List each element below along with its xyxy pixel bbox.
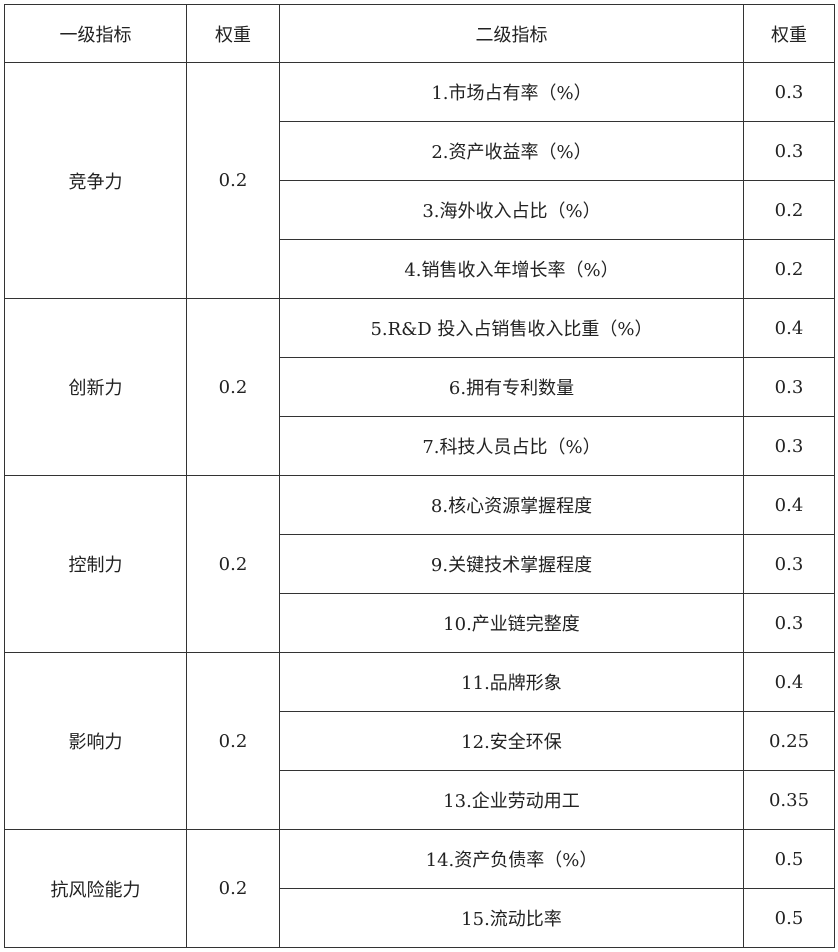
level2-weight: 0.3 [743, 121, 835, 181]
table-row: 4.销售收入年增长率（%） 0.2 [5, 239, 835, 299]
level2-name: 9.关键技术掌握程度 [279, 534, 744, 594]
table-row: 3.海外收入占比（%） 0.2 [5, 180, 835, 240]
level2-name: 1.市场占有率（%） [279, 62, 744, 122]
level2-weight: 0.4 [743, 298, 835, 358]
level2-name: 15.流动比率 [279, 888, 744, 948]
level2-weight: 0.2 [743, 239, 835, 299]
level2-name: 2.资产收益率（%） [279, 121, 744, 181]
table-row: 控制力 0.2 8.核心资源掌握程度 0.4 [4, 475, 835, 653]
table-row: 13.企业劳动用工 0.35 [5, 770, 835, 830]
level1-weight: 0.2 [186, 62, 280, 299]
table-body: 竞争力 0.2 1.市场占有率（%） 0.3 2.资产收益率（%） 0.3 3.海外收入占比… [4, 62, 835, 948]
level1-name: 控制力 [4, 475, 187, 653]
table-row: 抗风险能力 0.2 14.资产负债率（%） 0.5 [4, 829, 835, 948]
level2-name: 8.核心资源掌握程度 [279, 475, 744, 535]
header-level1: 一级指标 [4, 4, 187, 63]
header-row: 一级指标 权重 二级指标 权重 [4, 4, 835, 63]
table-row: 影响力 0.2 11.品牌形象 0.4 [4, 652, 835, 830]
level2-name: 10.产业链完整度 [279, 593, 744, 653]
header-weight: 权重 [186, 4, 280, 63]
level2-name: 3.海外收入占比（%） [279, 180, 744, 240]
level1-name: 创新力 [4, 298, 187, 476]
level2-name: 14.资产负债率（%） [279, 829, 744, 889]
level2-weight: 0.35 [743, 770, 835, 830]
level2-weight: 0.25 [743, 711, 835, 771]
level2-name: 11.品牌形象 [279, 652, 744, 712]
level2-name: 7.科技人员占比（%） [279, 416, 744, 476]
level2-weight: 0.3 [743, 534, 835, 594]
table-row: 15.流动比率 0.5 [5, 888, 835, 948]
level2-name: 5.R&D 投入占销售收入比重（%） [279, 298, 744, 358]
level1-name: 抗风险能力 [4, 829, 187, 948]
table-header: 一级指标 权重 二级指标 权重 [4, 4, 835, 63]
level1-name: 竞争力 [4, 62, 187, 299]
level2-weight: 0.4 [743, 652, 835, 712]
table-row: 9.关键技术掌握程度 0.3 [5, 534, 835, 594]
level1-weight: 0.2 [186, 475, 280, 653]
table-row: 10.产业链完整度 0.3 [5, 593, 835, 653]
level2-weight: 0.3 [743, 593, 835, 653]
table-row: 创新力 0.2 5.R&D 投入占销售收入比重（%） 0.4 [4, 298, 835, 476]
level2-name: 6.拥有专利数量 [279, 357, 744, 417]
table-row: 12.安全环保 0.25 [5, 711, 835, 771]
level2-name: 13.企业劳动用工 [279, 770, 744, 830]
level2-weight: 0.5 [743, 888, 835, 948]
level2-weight: 0.2 [743, 180, 835, 240]
table-row: 2.资产收益率（%） 0.3 [5, 121, 835, 181]
level1-name: 影响力 [4, 652, 187, 830]
level2-weight: 0.4 [743, 475, 835, 535]
level2-weight: 0.3 [743, 357, 835, 417]
level2-name: 4.销售收入年增长率（%） [279, 239, 744, 299]
table-row: 7.科技人员占比（%） 0.3 [5, 416, 835, 476]
level1-weight: 0.2 [186, 298, 280, 476]
level1-weight: 0.2 [186, 652, 280, 830]
table-row: 竞争力 0.2 1.市场占有率（%） 0.3 [4, 62, 835, 299]
header-weight: 权重 [743, 4, 835, 63]
header-level2: 二级指标 [279, 4, 744, 63]
level1-weight: 0.2 [186, 829, 280, 948]
level2-name: 12.安全环保 [279, 711, 744, 771]
level2-weight: 0.3 [743, 62, 835, 122]
index-table: 一级指标 权重 二级指标 权重 竞争力 0.2 1.市场占有率（%） 0.3 2.资产收益率（… [4, 4, 835, 948]
table-row: 6.拥有专利数量 0.3 [5, 357, 835, 417]
level2-weight: 0.3 [743, 416, 835, 476]
level2-weight: 0.5 [743, 829, 835, 889]
